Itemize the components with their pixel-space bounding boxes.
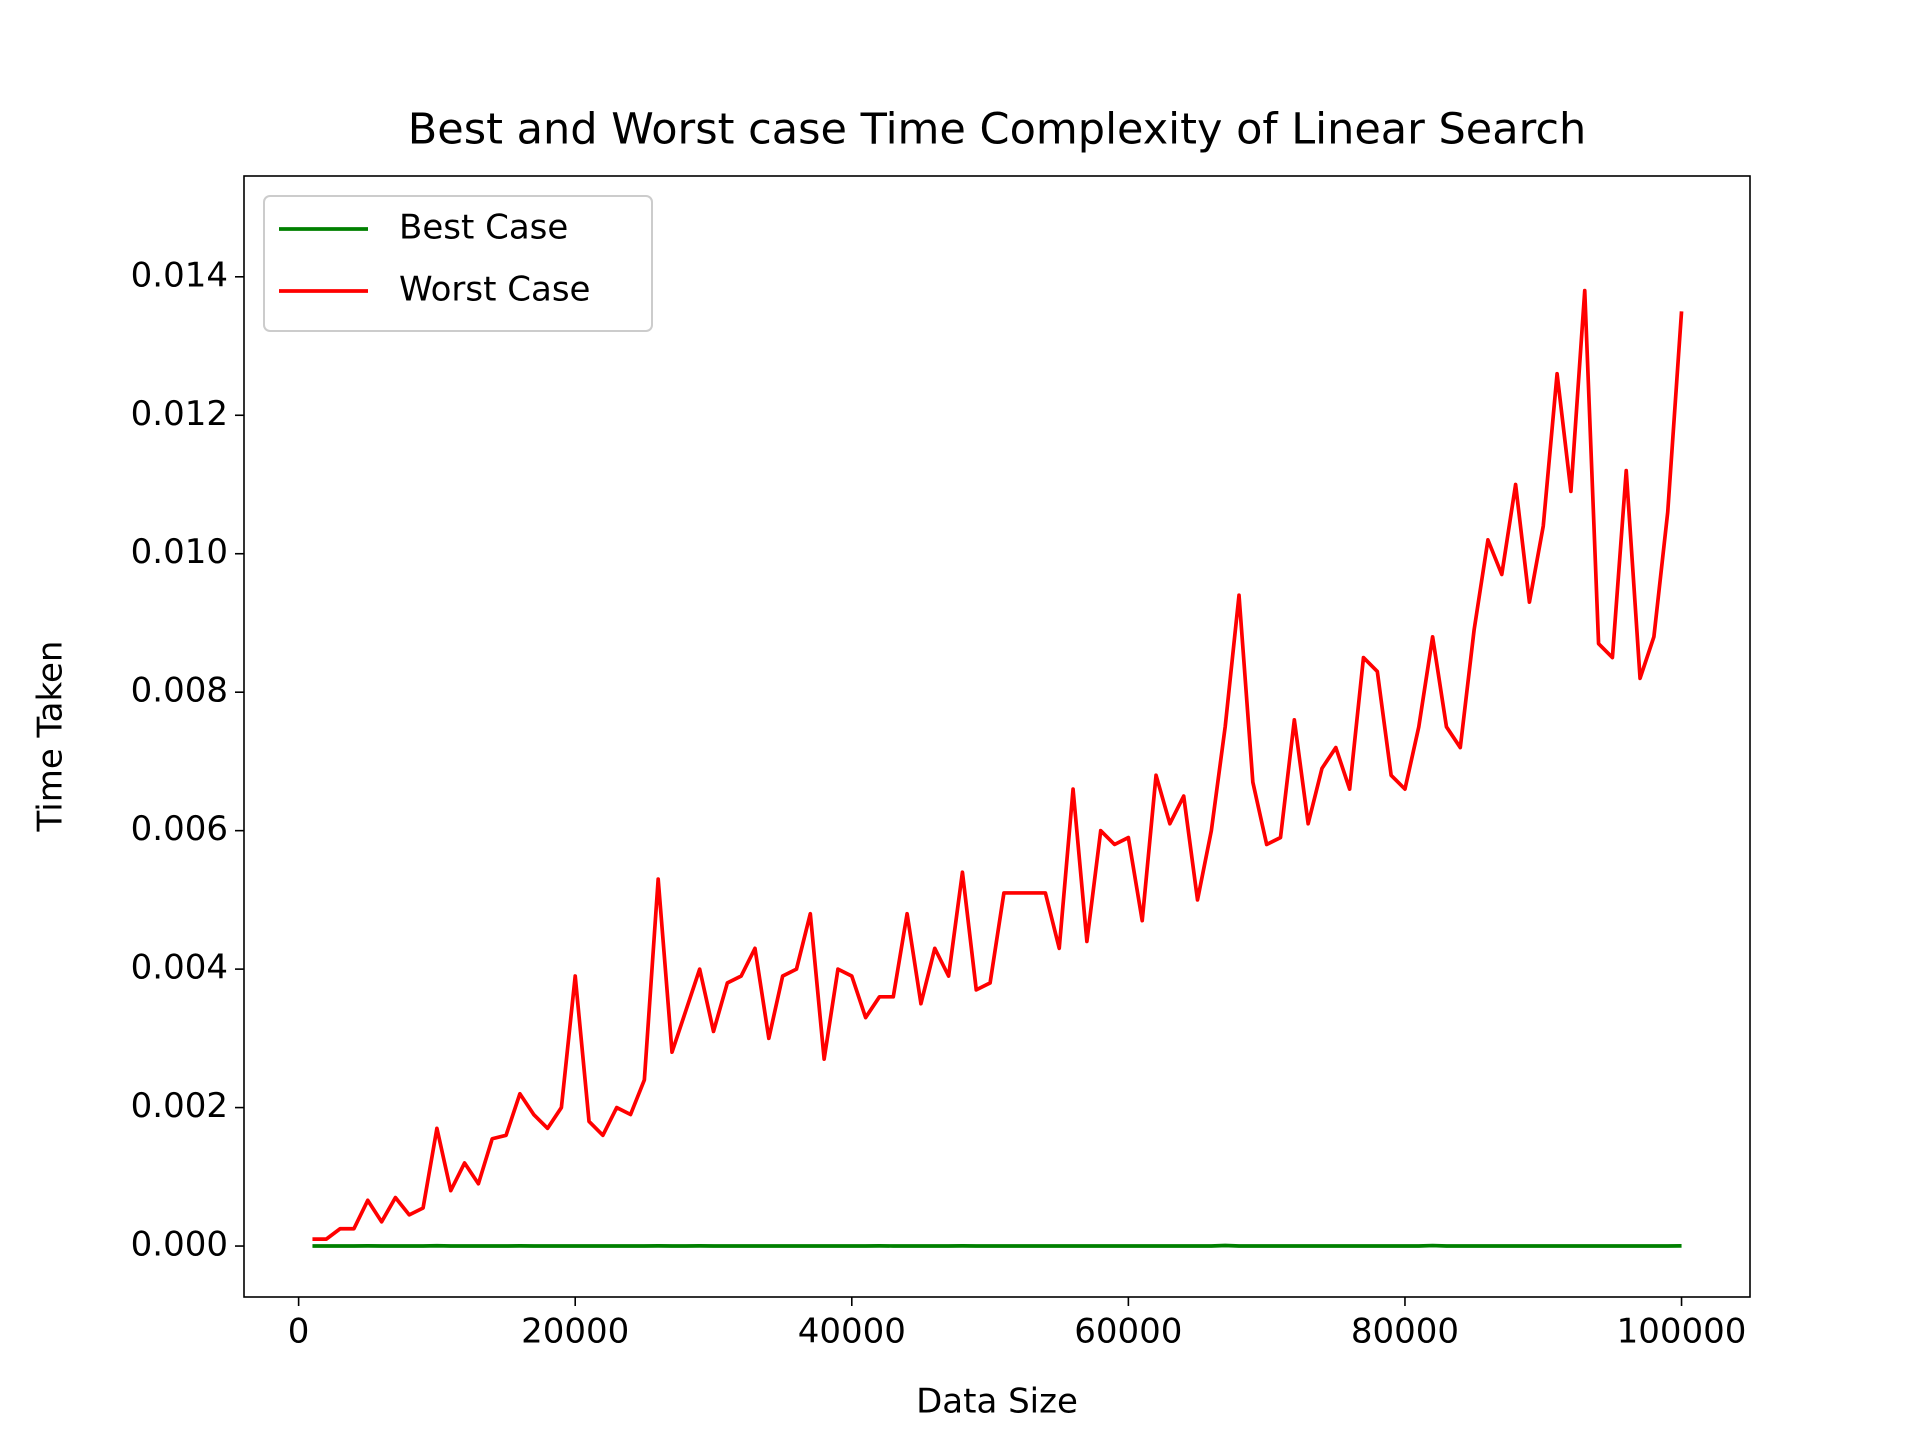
x-axis-label: Data Size — [916, 1382, 1078, 1422]
y-tick-label: 0.008 — [131, 671, 228, 711]
y-tick-label: 0.012 — [131, 394, 228, 434]
x-tick-label: 0 — [288, 1312, 310, 1352]
y-tick-label: 0.004 — [131, 948, 228, 988]
y-tick-label: 0.000 — [131, 1225, 228, 1265]
y-tick-label: 0.010 — [131, 532, 228, 572]
legend-label: Best Case — [399, 208, 568, 248]
plot-frame — [243, 175, 1751, 1298]
series-line — [312, 288, 1684, 1241]
y-tick-label: 0.006 — [131, 809, 228, 849]
y-axis-label: Time Taken — [31, 641, 71, 833]
x-tick-label: 60000 — [1074, 1312, 1182, 1352]
legend-label: Worst Case — [399, 270, 590, 310]
y-tick-label: 0.014 — [131, 255, 228, 295]
x-tick-label: 80000 — [1351, 1312, 1459, 1352]
x-tick-label: 100000 — [1617, 1312, 1747, 1352]
x-tick-label: 40000 — [798, 1312, 906, 1352]
x-tick-label: 20000 — [521, 1312, 629, 1352]
y-tick-label: 0.002 — [131, 1086, 228, 1126]
chart-title: Best and Worst case Time Complexity of L… — [408, 105, 1586, 155]
